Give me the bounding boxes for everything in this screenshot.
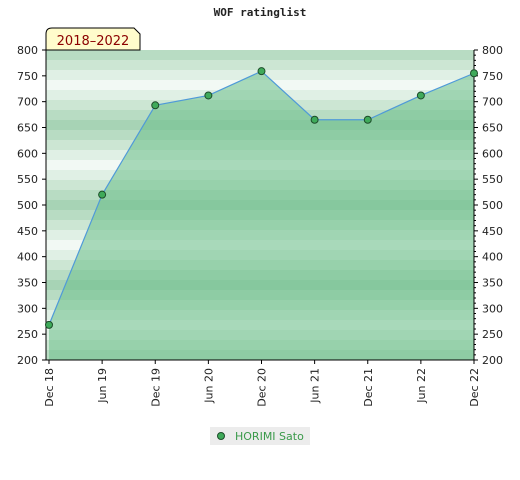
y-tick-label-right: 500 bbox=[482, 199, 503, 212]
x-tick-label: Dec 19 bbox=[149, 368, 162, 407]
x-tick-label: Jun 19 bbox=[96, 368, 109, 404]
x-tick-label: Dec 18 bbox=[43, 368, 56, 407]
y-tick-label-left: 400 bbox=[17, 251, 38, 264]
x-tick-label: Jun 20 bbox=[202, 368, 215, 404]
y-tick-label-right: 700 bbox=[482, 96, 503, 109]
y-tick-label-right: 350 bbox=[482, 277, 503, 290]
y-tick-label-right: 750 bbox=[482, 70, 503, 83]
y-tick-label-right: 200 bbox=[482, 354, 503, 367]
y-tick-label-left: 350 bbox=[17, 277, 38, 290]
y-tick-label-left: 550 bbox=[17, 173, 38, 186]
legend: HORIMI Sato bbox=[210, 427, 310, 445]
y-tick-label-left: 450 bbox=[17, 225, 38, 238]
y-tick-label-right: 550 bbox=[482, 173, 503, 186]
y-tick-label-left: 250 bbox=[17, 328, 38, 341]
y-tick-label-left: 700 bbox=[17, 96, 38, 109]
y-tick-label-right: 300 bbox=[482, 302, 503, 315]
data-point bbox=[257, 67, 266, 76]
chart-title: WOF ratinglist bbox=[214, 6, 307, 19]
data-point bbox=[45, 320, 53, 329]
x-tick-label: Jun 22 bbox=[415, 368, 428, 404]
y-tick-label-left: 800 bbox=[17, 44, 38, 57]
data-points bbox=[45, 67, 478, 329]
legend-label: HORIMI Sato bbox=[235, 430, 304, 443]
y-tick-label-left: 600 bbox=[17, 147, 38, 160]
y-tick-label-right: 400 bbox=[482, 251, 503, 264]
x-tick-label: Dec 20 bbox=[256, 368, 269, 407]
y-tick-label-left: 750 bbox=[17, 70, 38, 83]
y-ticks: 200 200 250 250 300 300 350 350 400 400 450 450 500 5… bbox=[17, 44, 503, 367]
data-point bbox=[363, 115, 372, 124]
y-tick-label-left: 300 bbox=[17, 302, 38, 315]
data-point bbox=[98, 190, 107, 199]
data-point bbox=[204, 91, 213, 100]
y-tick-label-left: 500 bbox=[17, 199, 38, 212]
x-tick-label: Dec 22 bbox=[468, 368, 481, 407]
y-tick-label-right: 600 bbox=[482, 147, 503, 160]
y-tick-label-right: 650 bbox=[482, 122, 503, 135]
legend-marker bbox=[217, 432, 225, 440]
y-tick-label-left: 650 bbox=[17, 122, 38, 135]
y-tick-label-right: 800 bbox=[482, 44, 503, 57]
year-range-label: 2018–2022 bbox=[57, 34, 130, 49]
data-point bbox=[470, 69, 478, 78]
x-ticks: Dec 18 Jun 19 Dec 19 Jun 20 Dec 20 Jun 21 Dec … bbox=[43, 360, 481, 407]
x-tick-label: Jun 21 bbox=[309, 368, 322, 404]
y-tick-label-left: 200 bbox=[17, 354, 38, 367]
y-tick-label-right: 450 bbox=[482, 225, 503, 238]
x-tick-label: Dec 21 bbox=[362, 368, 375, 407]
series-area bbox=[49, 71, 474, 360]
year-range-badge: 2018–2022 bbox=[45, 27, 141, 51]
data-point bbox=[151, 101, 160, 110]
background-band bbox=[46, 60, 474, 70]
data-point bbox=[416, 91, 425, 100]
y-tick-label-right: 250 bbox=[482, 328, 503, 341]
data-point bbox=[310, 115, 319, 124]
background-band bbox=[46, 50, 474, 60]
